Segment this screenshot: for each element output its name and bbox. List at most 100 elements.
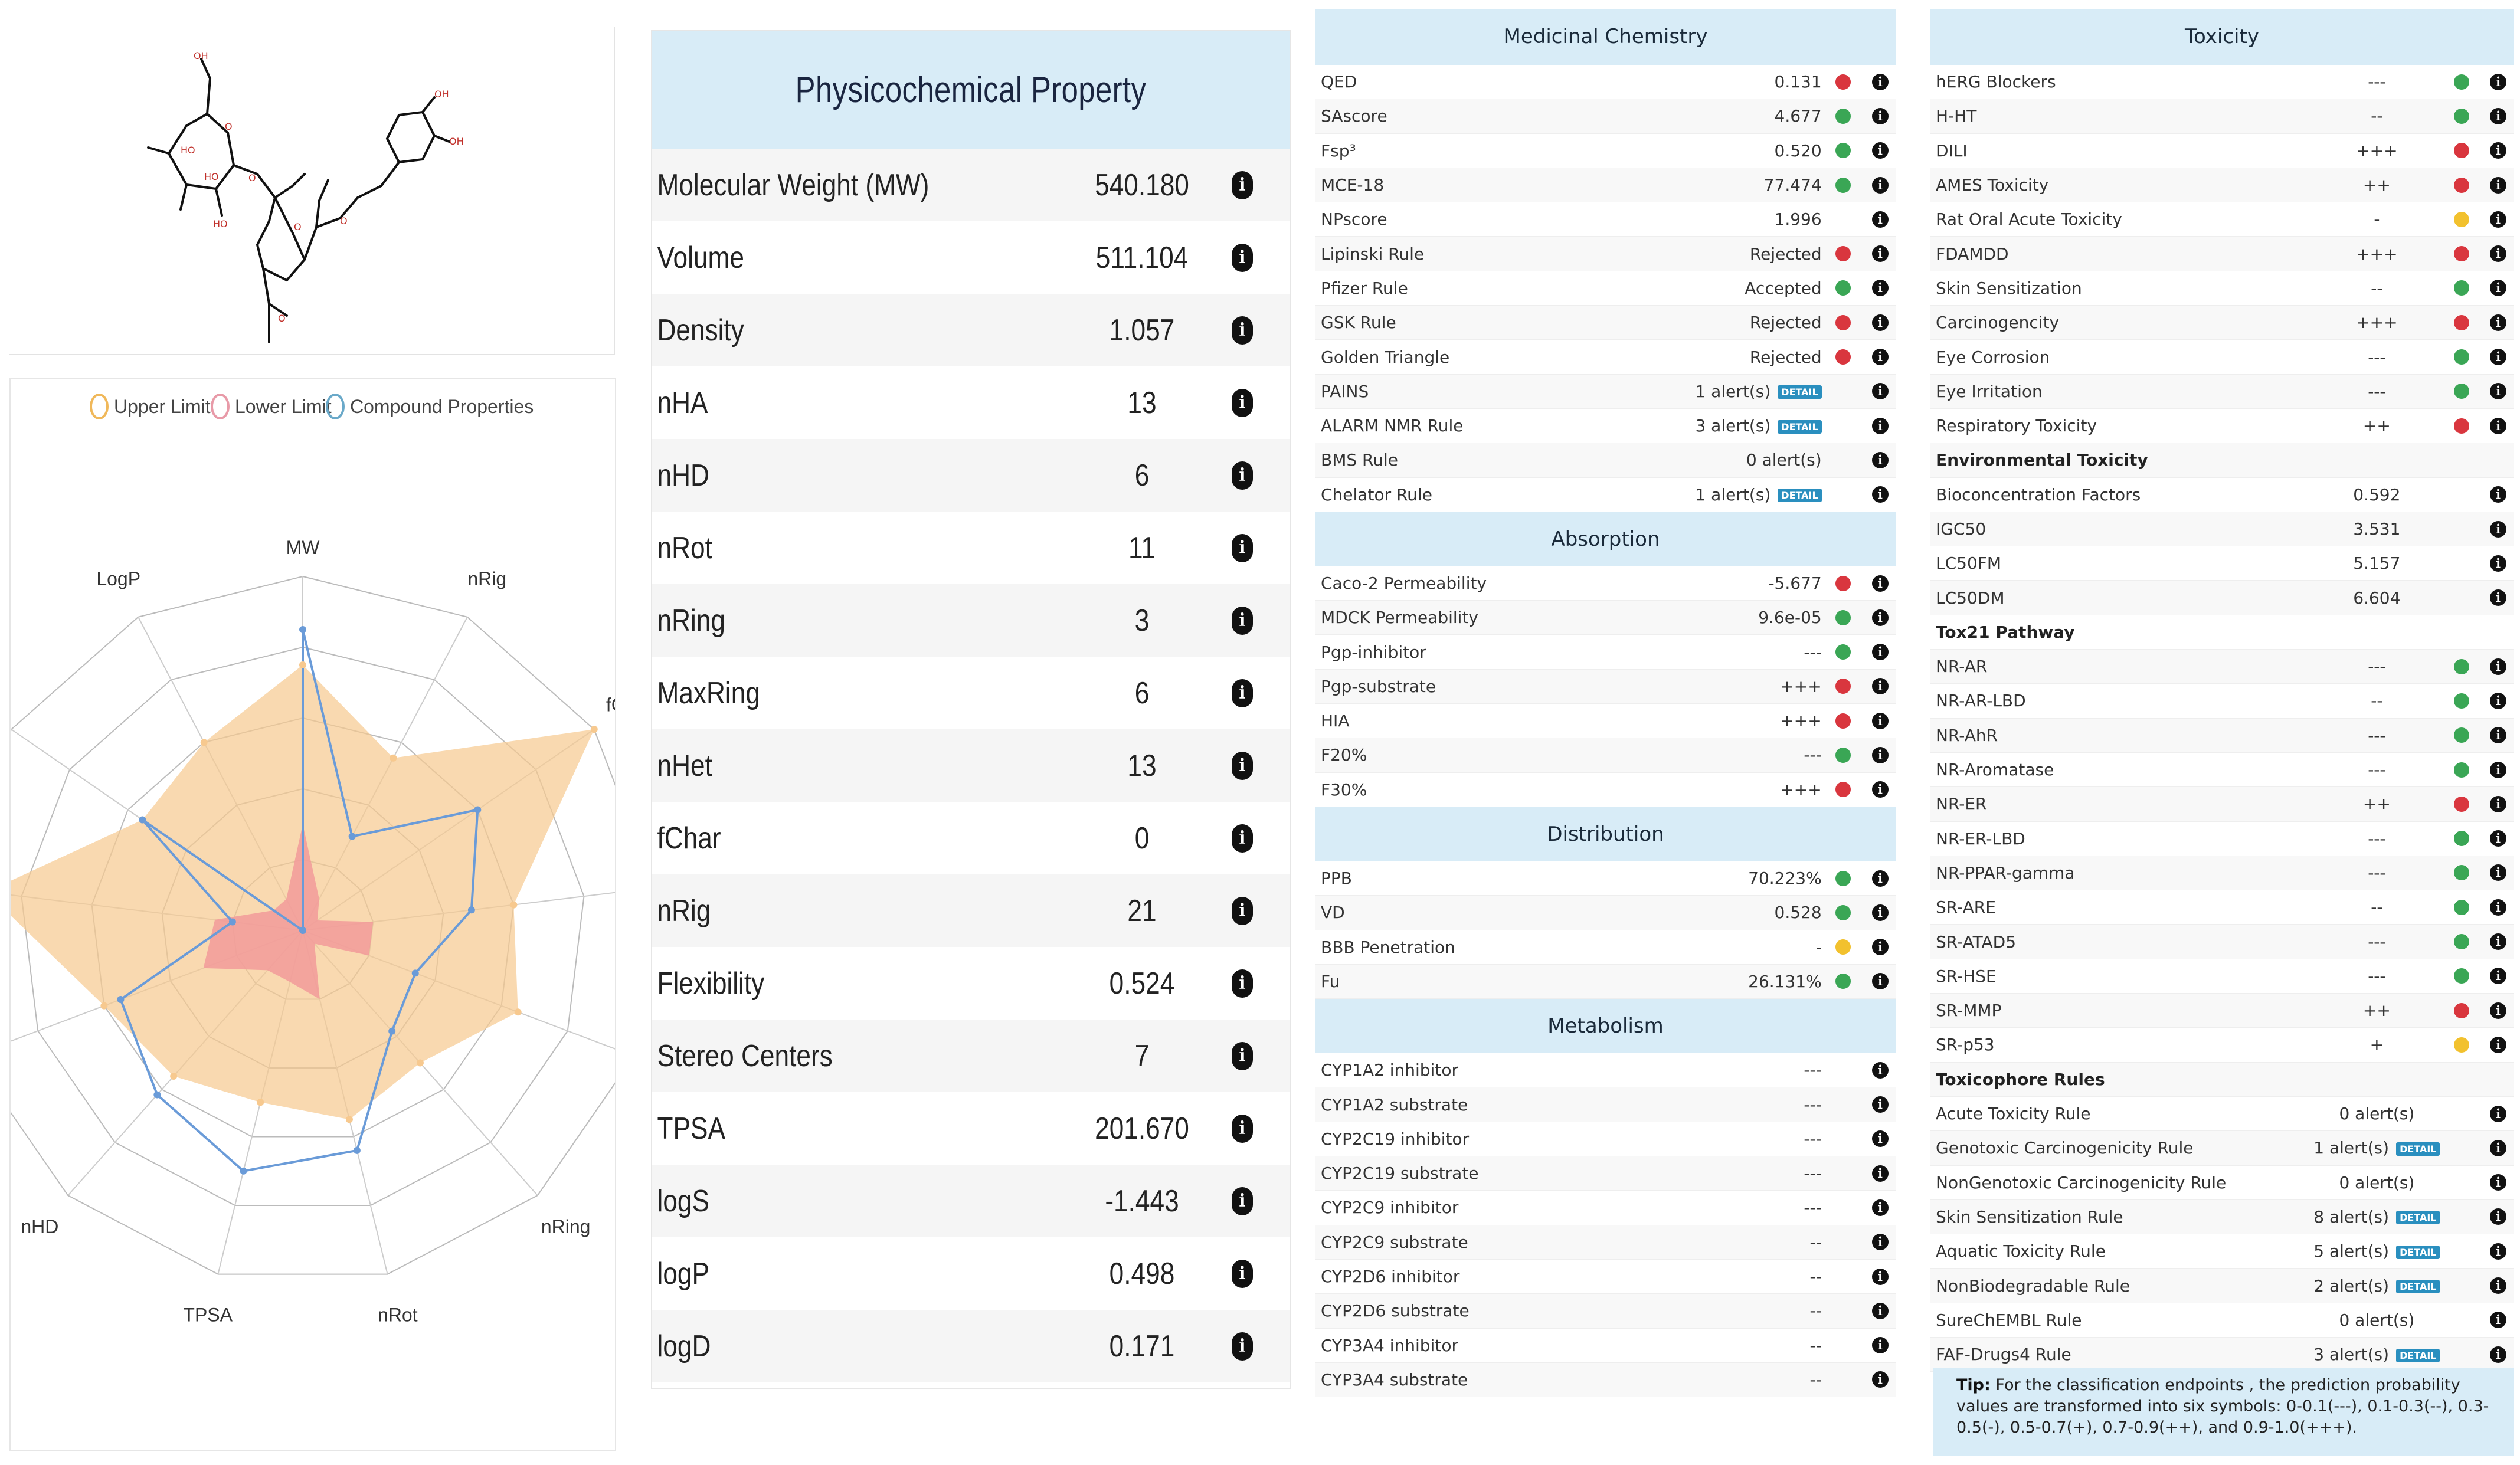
info-icon[interactable]: i — [1232, 606, 1253, 635]
info-icon[interactable]: i — [2490, 1174, 2507, 1191]
info-icon[interactable]: i — [2490, 555, 2507, 572]
info-icon[interactable]: i — [2490, 73, 2507, 90]
info-icon[interactable]: i — [1232, 1259, 1253, 1288]
detail-button[interactable]: DETAIL — [1778, 419, 1822, 434]
info-icon[interactable]: i — [1232, 461, 1253, 490]
absorption-row-caco-2-permeability: Caco-2 Permeability -5.677 i — [1315, 566, 1896, 601]
info-icon[interactable]: i — [1232, 969, 1253, 998]
info-icon[interactable]: i — [2490, 968, 2507, 985]
property-value-cell: 1 alert(s) DETAIL — [1651, 382, 1822, 401]
info-icon[interactable]: i — [1232, 533, 1253, 562]
info-icon[interactable]: i — [1871, 1268, 1889, 1285]
info-icon[interactable]: i — [2490, 899, 2507, 916]
detail-button[interactable]: DETAIL — [2396, 1142, 2440, 1156]
info-icon[interactable]: i — [1871, 1337, 1889, 1354]
info-icon[interactable]: i — [1871, 142, 1889, 159]
info-icon[interactable]: i — [1871, 451, 1889, 468]
info-icon[interactable]: i — [2490, 176, 2507, 194]
info-icon[interactable]: i — [2490, 933, 2507, 951]
property-label: FDAMDD — [1936, 244, 2009, 264]
info-icon[interactable]: i — [1232, 679, 1253, 707]
info-icon[interactable]: i — [2490, 520, 2507, 538]
info-icon[interactable]: i — [1871, 1371, 1889, 1388]
detail-button[interactable]: DETAIL — [1778, 489, 1822, 503]
info-icon[interactable]: i — [1232, 388, 1253, 417]
detail-button[interactable]: DETAIL — [2396, 1211, 2440, 1225]
detail-button[interactable]: DETAIL — [2396, 1245, 2440, 1259]
info-icon[interactable]: i — [2490, 830, 2507, 847]
info-icon[interactable]: i — [1871, 575, 1889, 592]
info-icon[interactable]: i — [1232, 316, 1253, 345]
info-icon[interactable]: i — [1871, 939, 1889, 956]
info-icon[interactable]: i — [2490, 1036, 2507, 1053]
info-icon[interactable]: i — [1871, 973, 1889, 990]
info-icon[interactable]: i — [1871, 1199, 1889, 1216]
atom-label: O — [278, 313, 286, 324]
info-icon[interactable]: i — [2490, 1105, 2507, 1122]
info-icon[interactable]: i — [2490, 761, 2507, 778]
info-icon[interactable]: i — [1871, 486, 1889, 503]
info-icon[interactable]: i — [1871, 245, 1889, 263]
info-icon[interactable]: i — [1871, 1096, 1889, 1113]
info-icon[interactable]: i — [1871, 870, 1889, 887]
info-icon[interactable]: i — [2490, 142, 2507, 159]
info-icon[interactable]: i — [1232, 243, 1253, 272]
info-icon[interactable]: i — [1871, 746, 1889, 763]
info-icon[interactable]: i — [1232, 1041, 1253, 1070]
info-icon[interactable]: i — [1232, 824, 1253, 853]
info-icon[interactable]: i — [1871, 1302, 1889, 1319]
info-icon[interactable]: i — [2490, 864, 2507, 881]
info-icon[interactable]: i — [2490, 1139, 2507, 1156]
info-icon[interactable]: i — [2490, 486, 2507, 503]
info-icon[interactable]: i — [2490, 211, 2507, 228]
info-icon[interactable]: i — [2490, 1243, 2507, 1260]
info-icon[interactable]: i — [1871, 904, 1889, 921]
info-icon[interactable]: i — [2490, 1312, 2507, 1329]
info-icon[interactable]: i — [2490, 245, 2507, 263]
info-icon[interactable]: i — [1871, 1165, 1889, 1182]
info-icon[interactable]: i — [2490, 1346, 2507, 1363]
detail-button[interactable]: DETAIL — [2396, 1280, 2440, 1294]
info-icon[interactable]: i — [1871, 644, 1889, 661]
info-icon[interactable]: i — [1232, 171, 1253, 199]
toxicity-row-tox21-pathway: Tox21 Pathway — [1930, 615, 2514, 650]
info-icon[interactable]: i — [1871, 781, 1889, 798]
info-icon[interactable]: i — [2490, 280, 2507, 297]
info-icon[interactable]: i — [2490, 795, 2507, 812]
info-icon[interactable]: i — [1871, 1234, 1889, 1251]
info-icon[interactable]: i — [1871, 176, 1889, 194]
info-icon[interactable]: i — [1871, 211, 1889, 228]
info-icon[interactable]: i — [1871, 107, 1889, 124]
info-icon[interactable]: i — [1232, 1332, 1253, 1361]
info-icon[interactable]: i — [1232, 896, 1253, 925]
info-icon[interactable]: i — [2490, 107, 2507, 124]
info-icon[interactable]: i — [1871, 1061, 1889, 1079]
info-icon[interactable]: i — [2490, 383, 2507, 400]
info-icon[interactable]: i — [1871, 73, 1889, 90]
info-icon[interactable]: i — [1871, 280, 1889, 297]
info-icon[interactable]: i — [2490, 1002, 2507, 1019]
info-icon[interactable]: i — [1871, 383, 1889, 400]
info-icon[interactable]: i — [2490, 349, 2507, 366]
info-icon[interactable]: i — [1871, 678, 1889, 695]
info-icon[interactable]: i — [1871, 314, 1889, 331]
info-icon[interactable]: i — [1871, 1130, 1889, 1148]
detail-button[interactable]: DETAIL — [2396, 1348, 2440, 1362]
detail-button[interactable]: DETAIL — [1778, 385, 1822, 399]
info-icon[interactable]: i — [2490, 314, 2507, 331]
info-icon[interactable]: i — [2490, 658, 2507, 675]
info-icon[interactable]: i — [1232, 751, 1253, 780]
info-icon[interactable]: i — [1871, 712, 1889, 729]
info-icon[interactable]: i — [2490, 417, 2507, 434]
info-icon[interactable]: i — [2490, 1277, 2507, 1294]
info-icon[interactable]: i — [1232, 1187, 1253, 1215]
info-icon[interactable]: i — [1871, 609, 1889, 626]
toxicity-row-fdamdd: FDAMDD +++ i — [1930, 237, 2514, 271]
info-icon[interactable]: i — [2490, 727, 2507, 744]
info-icon[interactable]: i — [2490, 589, 2507, 607]
info-icon[interactable]: i — [1232, 1114, 1253, 1143]
info-icon[interactable]: i — [1871, 349, 1889, 366]
info-icon[interactable]: i — [2490, 692, 2507, 709]
info-icon[interactable]: i — [1871, 417, 1889, 434]
info-icon[interactable]: i — [2490, 1208, 2507, 1225]
